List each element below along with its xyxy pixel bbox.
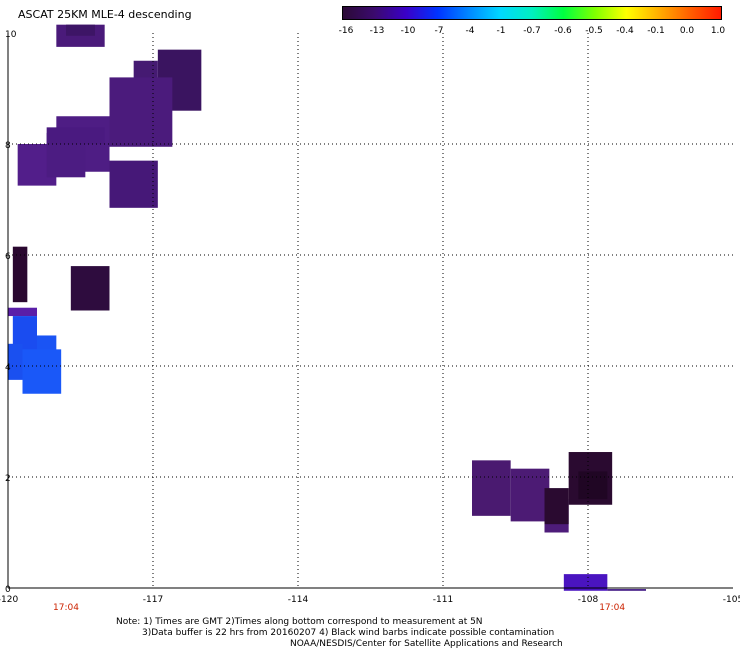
y-tick-label: 4 (5, 363, 11, 373)
x-tick-label: -117 (143, 595, 163, 605)
wind-cell (12, 246, 28, 303)
color-scale-tick-label: -0.5 (585, 26, 603, 36)
wind-cell (66, 24, 95, 36)
y-tick-label: 10 (5, 30, 17, 40)
y-tick-label: 2 (5, 474, 11, 484)
color-scale-tick-label: 0.0 (679, 26, 695, 36)
wind-cell (472, 460, 511, 516)
wind-cell (8, 307, 37, 317)
color-scale-tick-label: -10 (400, 26, 416, 36)
wind-cell (8, 343, 23, 380)
x-tick-label: -120 (0, 595, 18, 605)
color-scale-tick-label: -4 (465, 26, 475, 36)
x-tick-label: -105 (723, 595, 740, 605)
color-scale-tick-label: -7 (434, 26, 444, 36)
wind-cell (578, 471, 608, 500)
note-line-3: NOAA/NESDIS/Center for Satellite Applica… (290, 639, 563, 649)
x-tick-label: -108 (578, 595, 599, 605)
color-scale-tick-label: -0.7 (523, 26, 541, 36)
time-label: 17:04 (599, 603, 625, 613)
wind-cell (109, 160, 158, 208)
wind-cell (109, 77, 173, 147)
x-tick-label: -114 (288, 595, 309, 605)
wind-cell (563, 574, 608, 591)
y-tick-label: 0 (5, 585, 11, 595)
color-scale-tick-label: -0.6 (554, 26, 572, 36)
color-scale-tick-label: 1.0 (710, 26, 726, 36)
map-title: ASCAT 25KM MLE-4 descending (18, 8, 192, 21)
note-line-2: 3)Data buffer is 22 hrs from 20160207 4)… (142, 628, 555, 638)
color-scale-labels: -16 -13 -10 -7 -4 -1 -0.7 -0.6 -0.5 -0.4 -0.1 0.0 1.… (0, 26, 740, 40)
y-tick-label: 8 (5, 141, 11, 151)
color-scale-tick-label: -1 (496, 26, 506, 36)
color-scale-tick-label: -13 (369, 26, 385, 36)
wind-cell (510, 468, 550, 522)
color-scale-tick-label: -16 (338, 26, 354, 36)
x-tick-label: -111 (433, 595, 453, 605)
wind-cell (46, 127, 105, 144)
color-scale-tick-label: -0.4 (616, 26, 634, 36)
wind-cell (22, 349, 62, 394)
wind-cell (607, 589, 646, 591)
time-label: 17:04 (53, 603, 79, 613)
color-scale-tick-label: -0.1 (647, 26, 665, 36)
y-tick-label: 6 (5, 252, 11, 262)
note-line-1: Note: 1) Times are GMT 2)Times along bot… (116, 617, 483, 627)
color-scale-bar (342, 6, 722, 20)
wind-cell (544, 488, 569, 525)
wind-cell (70, 266, 110, 311)
